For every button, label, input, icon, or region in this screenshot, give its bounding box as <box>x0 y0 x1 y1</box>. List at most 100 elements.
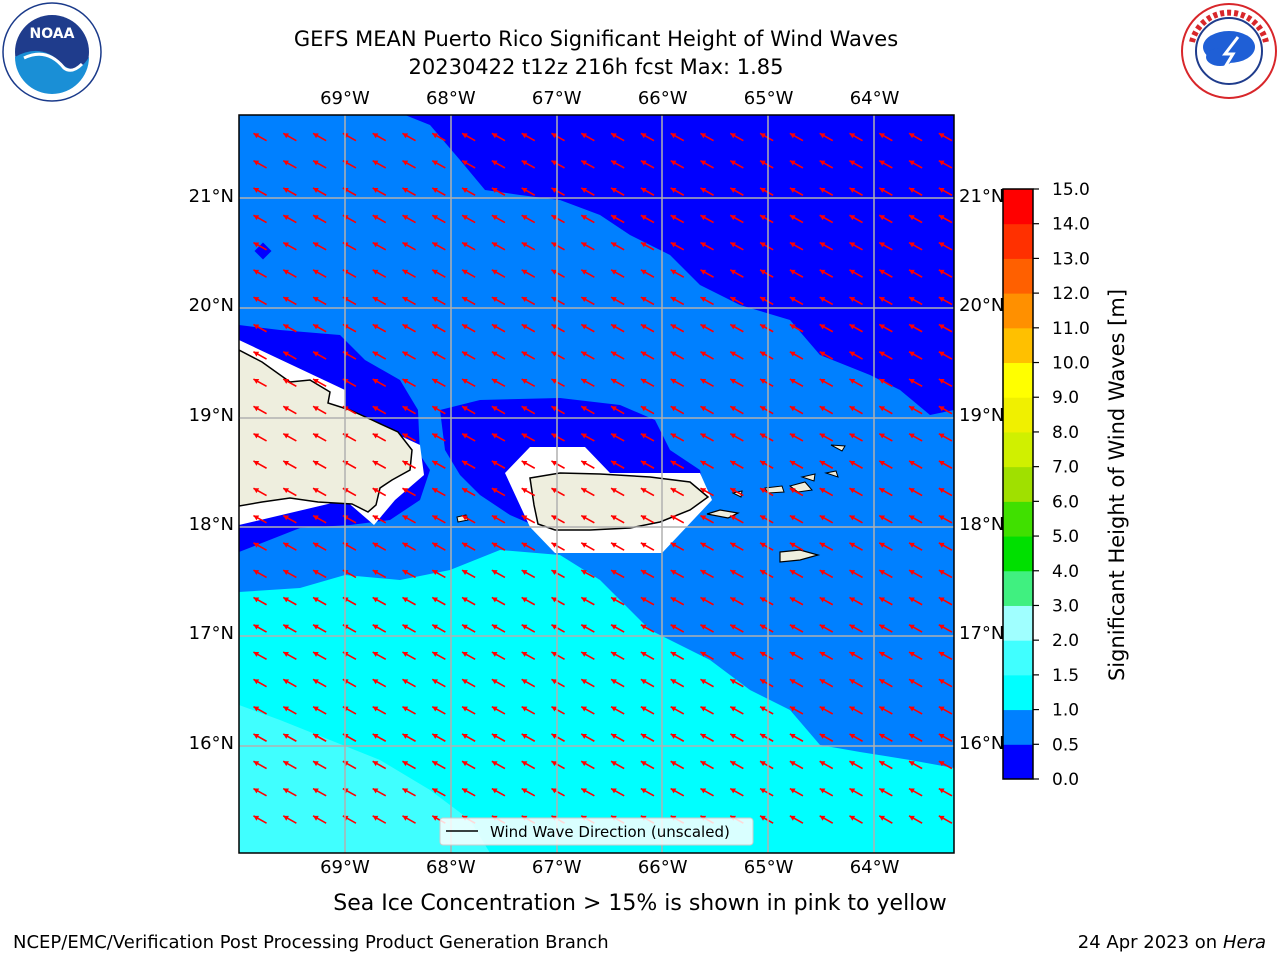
wind-wave-arrow <box>491 624 506 633</box>
wind-wave-arrow <box>521 596 536 606</box>
wind-wave-arrow <box>610 460 625 469</box>
wind-wave-arrow <box>938 787 953 797</box>
wind-wave-arrow <box>908 269 923 278</box>
wind-wave-arrow <box>729 787 744 797</box>
colorbar-tick-label: 0.5 <box>1052 735 1079 755</box>
wind-wave-arrow <box>729 596 744 606</box>
wind-wave-arrow <box>729 487 744 497</box>
wind-wave-arrow <box>670 296 685 306</box>
wind-wave-arrow <box>700 596 714 606</box>
wind-wave-arrow <box>700 678 714 688</box>
wind-wave-arrow <box>282 405 297 415</box>
wind-wave-arrow <box>700 405 714 415</box>
wind-wave-arrow <box>789 651 804 661</box>
wind-wave-arrow <box>610 705 625 715</box>
wind-wave-arrow <box>431 378 446 388</box>
wind-wave-arrow <box>849 733 863 742</box>
y-tick-right: 17°N <box>959 623 1005 645</box>
wave-band-0.0-0.5-north <box>405 115 954 415</box>
wind-wave-arrow <box>819 815 834 824</box>
wind-wave-arrow <box>789 351 804 360</box>
wind-wave-arrow <box>610 159 625 169</box>
wind-wave-arrow <box>431 132 446 142</box>
wind-wave-arrow <box>282 569 297 579</box>
wind-wave-arrow <box>610 214 625 224</box>
wind-wave-arrow <box>610 569 625 579</box>
wind-wave-arrow <box>670 405 685 415</box>
wind-wave-arrow <box>521 569 536 579</box>
wind-wave-arrow <box>461 787 476 797</box>
wind-wave-arrow <box>551 378 565 388</box>
wind-wave-arrow <box>253 132 267 142</box>
wind-wave-arrow <box>521 269 536 278</box>
wind-wave-arrow <box>819 787 834 797</box>
wind-wave-arrow <box>312 760 327 770</box>
wind-wave-arrow <box>491 569 506 579</box>
wind-wave-arrow <box>312 378 327 388</box>
y-tick-left: 16°N <box>188 732 234 754</box>
wind-wave-arrow <box>878 405 893 415</box>
wind-wave-arrow <box>402 760 416 770</box>
wind-wave-arrow <box>402 323 416 333</box>
wind-wave-arrow <box>610 678 625 688</box>
wind-wave-arrow <box>461 159 476 169</box>
wind-wave-arrow <box>670 432 685 442</box>
wind-wave-arrow <box>759 760 774 770</box>
land-st-croix <box>779 549 821 563</box>
wind-wave-arrow <box>491 542 506 551</box>
wind-wave-arrow <box>640 405 655 415</box>
wind-wave-arrow <box>253 269 267 278</box>
wind-wave-arrow <box>580 487 595 497</box>
wind-wave-arrow <box>580 569 595 579</box>
wind-wave-arrow <box>521 678 536 688</box>
wind-wave-arrow <box>819 351 834 360</box>
wind-wave-arrow <box>461 651 476 661</box>
wind-wave-arrow <box>819 296 834 306</box>
wind-wave-arrow <box>640 514 655 524</box>
colorbar-tick-label: 15.0 <box>1052 180 1090 200</box>
wind-wave-arrow <box>908 787 923 797</box>
wind-wave-arrow <box>580 514 595 524</box>
wind-wave-arrow <box>312 323 327 333</box>
wind-wave-arrow <box>819 460 834 469</box>
wind-wave-arrow <box>610 733 625 742</box>
wind-wave-arrow <box>759 815 774 824</box>
wind-wave-arrow <box>640 542 655 551</box>
wind-wave-arrow <box>312 596 327 606</box>
colorbar-segment <box>1003 431 1033 468</box>
wind-wave-arrow <box>521 323 536 333</box>
wind-wave-arrow <box>312 733 327 742</box>
chart-title: GEFS MEAN Puerto Rico Significant Height… <box>293 27 899 51</box>
wind-wave-arrow <box>461 514 476 524</box>
wind-wave-arrow <box>551 596 565 606</box>
wind-wave-arrow <box>402 432 416 442</box>
wind-wave-arrow <box>312 514 327 524</box>
wind-wave-arrow <box>372 351 387 360</box>
wind-wave-arrow <box>938 241 953 251</box>
footer-left: NCEP/EMC/Verification Post Processing Pr… <box>13 932 609 953</box>
colorbar-segment <box>1003 570 1033 606</box>
wind-wave-arrow <box>640 269 655 278</box>
wind-wave-arrow <box>849 432 863 442</box>
colorbar-tick-label: 7.0 <box>1052 458 1079 478</box>
wind-wave-arrow <box>819 187 834 196</box>
wind-wave-arrow <box>372 678 387 688</box>
x-tick-bottom: 68°W <box>425 857 476 878</box>
wind-wave-arrow <box>789 132 804 142</box>
wind-wave-arrow <box>908 760 923 770</box>
wind-wave-arrow <box>431 351 446 360</box>
wind-wave-arrow <box>670 187 685 196</box>
wind-wave-arrow <box>491 487 506 497</box>
wind-wave-arrow <box>789 487 804 497</box>
wind-wave-arrow <box>729 624 744 633</box>
wind-wave-arrow <box>938 514 953 524</box>
wind-wave-arrow <box>849 296 863 306</box>
wind-wave-arrow <box>580 405 595 415</box>
wind-wave-arrow <box>938 651 953 661</box>
wind-wave-arrow <box>789 514 804 524</box>
wind-wave-arrow <box>372 569 387 579</box>
wind-wave-arrow <box>819 132 834 142</box>
wind-wave-arrow <box>551 569 565 579</box>
wind-wave-arrow <box>551 624 565 633</box>
